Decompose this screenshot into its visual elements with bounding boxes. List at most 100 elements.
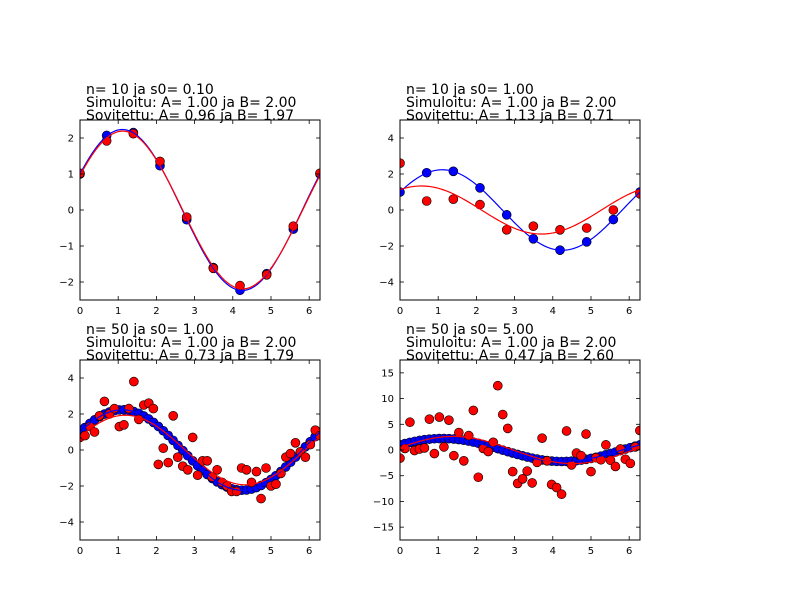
subplot-1-title-line-3: Sovitettu: A= 0.96 ja B= 1.97	[86, 108, 294, 124]
subplot-3-fit-line-red	[80, 414, 320, 486]
subplot-4-point-red-37	[576, 450, 586, 461]
subplot-4-xtick-label-5: 5	[588, 546, 594, 557]
subplot-1-plot-area	[80, 127, 320, 296]
subplot-3-xtick-label-6: 6	[306, 546, 312, 557]
subplot-1-fit-line-red	[80, 130, 320, 290]
subplot-3-title-line-3: Sovitettu: A= 0.73 ja B= 1.79	[86, 348, 294, 364]
subplot-2-point-red-8	[608, 205, 619, 215]
subplot-4-xtick-label-4: 4	[550, 546, 556, 557]
subplot-3-point-red-32	[231, 486, 242, 497]
subplot-3-point-red-26	[202, 455, 213, 466]
subplot-2-fit-line-red	[400, 185, 640, 235]
subplot-4-point-red-13	[458, 455, 469, 466]
subplot-3-point-red-23	[187, 432, 198, 443]
subplot-3-xtick-label-3: 3	[191, 546, 197, 557]
subplot-1-xtick-label-6: 6	[306, 306, 312, 317]
subplot-3-point-red-24	[192, 470, 203, 481]
subplot-3-point-red-28	[212, 464, 222, 475]
subplot-3-point-red-18	[163, 457, 174, 468]
subplot-3-ytick-label-4: 4	[68, 374, 74, 385]
subplot-1-xtick-label-4: 4	[230, 306, 236, 317]
subplot-2-point-red-0	[400, 158, 405, 168]
subplot-4-point-red-18	[483, 446, 494, 457]
subplot-1-title-line-2: Simuloitu: A= 1.00 ja B= 2.00	[86, 95, 296, 111]
subplot-4-ytick-label-6: 15	[381, 368, 394, 379]
subplot-4-point-red-20	[492, 380, 503, 391]
subplot-1-xtick-label-3: 3	[191, 306, 197, 317]
subplot-4-fit-line-red	[400, 435, 640, 465]
subplot-4-point-red-42	[601, 440, 611, 450]
subplot-2-point-red-7	[581, 223, 592, 233]
subplot-3-point-red-17	[158, 443, 169, 454]
subplot-4-point-red-12	[454, 427, 464, 438]
subplot-2-xtick-label-6: 6	[626, 306, 632, 317]
subplot-3-point-red-35	[246, 477, 257, 488]
subplot-4-point-red-29	[537, 433, 547, 443]
subplot-4-ytick-label-1: −10	[373, 497, 394, 508]
subplot-2-ytick-label-4: 4	[388, 134, 394, 145]
subplot-4-xtick-label-3: 3	[511, 546, 517, 557]
subplot-2-ytick-label-1: −2	[379, 242, 394, 253]
subplot-4-point-red-10	[444, 415, 454, 425]
subplot-4-title-line-3: Sovitettu: A= 0.47 ja B= 2.60	[406, 348, 614, 364]
subplot-3-point-red-34	[241, 464, 252, 475]
subplot-1-ytick-label-0: −2	[59, 278, 74, 289]
subplot-2-point-red-2	[448, 194, 459, 204]
subplot-4-point-red-33	[556, 489, 567, 500]
subplot-2-plot-area	[400, 158, 640, 255]
subplot-4-point-red-7	[429, 448, 440, 459]
subplot-2-xtick-label-2: 2	[473, 306, 479, 317]
subplot-3-ytick-label-2: 0	[68, 446, 74, 457]
subplot-4-point-red-11	[449, 450, 459, 461]
subplot-4-point-red-22	[502, 423, 513, 434]
subplot-4-xtick-label-2: 2	[473, 546, 479, 557]
subplot-3-point-red-5	[99, 396, 110, 407]
subplot-4-point-red-16	[473, 472, 484, 483]
subplot-3-ytick-label-3: 2	[68, 410, 74, 421]
subplot-3-title-line-2: Simuloitu: A= 1.00 ja B= 2.00	[86, 335, 296, 351]
subplot-1-xtick-label-1: 1	[115, 306, 121, 317]
subplot-4-ytick-label-5: 10	[381, 394, 394, 405]
subplot-2-xtick-label-3: 3	[511, 306, 517, 317]
subplot-4-point-red-15	[468, 405, 479, 416]
subplot-3-xtick-label-0: 0	[77, 546, 83, 557]
subplot-3-point-red-19	[168, 410, 179, 421]
subplot-3-point-red-36	[251, 466, 262, 477]
subplot-4-point-red-2	[405, 417, 415, 428]
subplot-3-point-red-38	[261, 463, 271, 473]
subplot-2-title-line-2: Simuloitu: A= 1.00 ja B= 2.00	[406, 95, 616, 111]
subplot-2-ytick-label-3: 2	[388, 170, 394, 181]
subplot-3-ytick-label-0: −4	[59, 518, 74, 529]
subplot-3-point-red-46	[300, 452, 311, 463]
subplot-1-ytick-label-4: 2	[68, 134, 74, 145]
subplot-3-point-red-15	[148, 403, 159, 414]
subplot-4-point-red-21	[497, 409, 508, 420]
subplot-3-point-red-37	[256, 493, 266, 504]
subplot-2-xtick-label-0: 0	[397, 306, 403, 317]
subplot-4-point-red-0	[400, 453, 405, 464]
subplot-2-xtick-label-1: 1	[435, 306, 441, 317]
subplot-3-point-red-11	[129, 376, 139, 387]
subplot-2-title-line-1: n= 10 ja s0= 1.00	[406, 82, 534, 98]
subplot-4-point-red-26	[522, 466, 533, 476]
subplot-1-title-line-1: n= 10 ja s0= 0.10	[86, 82, 214, 98]
subplot-3-point-red-44	[290, 437, 301, 448]
subplot-4-point-red-9	[439, 442, 449, 452]
subplot-4-ytick-label-3: 0	[388, 446, 394, 457]
subplot-2-title-line-3: Sovitettu: A= 1.13 ja B= 0.71	[406, 108, 614, 124]
subplot-3-fit-line-blue	[80, 409, 320, 491]
subplot-4-point-red-25	[517, 473, 528, 484]
subplot-3-point-red-20	[172, 452, 183, 463]
subplot-4-point-red-44	[610, 461, 621, 472]
subplot-4-point-red-34	[561, 426, 572, 436]
subplot-2-fit-line-blue	[400, 169, 640, 251]
subplot-4-point-red-5	[419, 443, 430, 453]
subplot-2-point-red-5	[528, 221, 539, 231]
subplot-4-point-red-39	[586, 466, 596, 477]
subplot-4-point-red-38	[581, 429, 591, 439]
subplot-3-xtick-label-2: 2	[153, 546, 159, 557]
subplot-3-point-red-43	[285, 448, 296, 459]
